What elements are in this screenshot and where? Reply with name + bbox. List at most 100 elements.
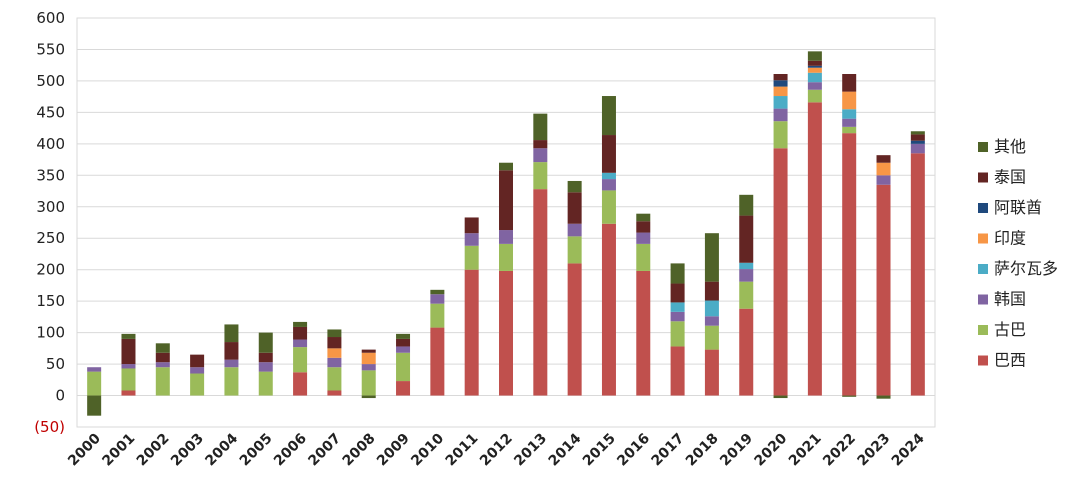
bar-segment bbox=[533, 189, 548, 396]
bar-segment bbox=[739, 262, 754, 270]
x-tick-label: 2011 bbox=[443, 431, 482, 470]
y-axis: (50) 0 50 100 150 200 250 300 350 400 450 500 550 600 bbox=[34, 9, 65, 436]
bar-segment bbox=[807, 51, 822, 61]
bar-segment bbox=[773, 96, 788, 109]
y-tick-label: (50) bbox=[34, 418, 65, 436]
bar-segment bbox=[293, 347, 308, 373]
legend-label: 阿联酋 bbox=[994, 198, 1042, 217]
bar-segment bbox=[396, 346, 411, 353]
bar-segment bbox=[327, 357, 342, 368]
bar-segment bbox=[464, 269, 479, 396]
bar-segment bbox=[155, 367, 170, 396]
bar-segment bbox=[396, 333, 411, 339]
bar-segment bbox=[910, 140, 925, 144]
legend-item: 泰国 bbox=[978, 168, 1026, 187]
bar-segment bbox=[327, 367, 342, 391]
legend-label: 韩国 bbox=[994, 290, 1026, 309]
y-tick-label: 550 bbox=[36, 40, 65, 58]
bar-segment bbox=[739, 308, 754, 396]
legend-swatch bbox=[978, 142, 988, 152]
x-tick-label: 2024 bbox=[889, 430, 928, 469]
x-tick-label: 2004 bbox=[202, 430, 241, 469]
x-tick-label: 2005 bbox=[237, 431, 276, 470]
x-tick-label: 2007 bbox=[305, 431, 344, 470]
bar-segment bbox=[224, 367, 239, 396]
x-tick-label: 2000 bbox=[65, 430, 104, 469]
bar-segment bbox=[361, 364, 376, 371]
bar-segment bbox=[704, 325, 719, 350]
legend-item: 萨尔瓦多 bbox=[978, 259, 1058, 278]
bar-segment bbox=[567, 223, 582, 237]
x-axis: 2000200120022003200420052006200720082009… bbox=[65, 430, 928, 469]
x-tick-label: 2019 bbox=[717, 431, 756, 470]
x-tick-label: 2001 bbox=[99, 431, 138, 470]
bar-segment bbox=[567, 180, 582, 193]
bar-segment bbox=[499, 162, 513, 171]
x-tick-label: 2015 bbox=[580, 431, 619, 470]
bar-segment bbox=[396, 338, 411, 347]
x-tick-label: 2002 bbox=[134, 431, 173, 470]
bar-segment bbox=[190, 367, 205, 374]
bar-segment bbox=[258, 371, 273, 396]
bar-segment bbox=[121, 364, 136, 369]
bar-segment bbox=[842, 395, 857, 397]
bar-segment bbox=[499, 230, 513, 244]
bar-segment bbox=[601, 223, 616, 396]
bar-segment bbox=[704, 349, 719, 396]
bar-segment bbox=[430, 294, 445, 304]
bar-segment bbox=[224, 342, 239, 360]
x-tick-label: 2009 bbox=[374, 431, 413, 470]
bar-segment bbox=[121, 390, 136, 396]
legend-item: 阿联酋 bbox=[978, 198, 1042, 217]
bar-segment bbox=[499, 243, 513, 271]
plot-area-frame bbox=[76, 17, 936, 428]
y-tick-label: 0 bbox=[55, 387, 65, 405]
bar-segment bbox=[327, 337, 342, 349]
bar-segment bbox=[876, 395, 891, 399]
bar-segment bbox=[704, 233, 719, 282]
bar-segment bbox=[190, 354, 205, 368]
y-tick-label: 200 bbox=[36, 261, 65, 279]
bar-segment bbox=[807, 65, 822, 68]
x-tick-label: 2003 bbox=[168, 431, 207, 470]
bar-segment bbox=[121, 338, 136, 365]
bar-segment bbox=[842, 74, 857, 92]
legend-label: 其他 bbox=[994, 137, 1026, 156]
legend-item: 其他 bbox=[978, 137, 1026, 156]
bar-segment bbox=[155, 362, 170, 368]
bar-segment bbox=[361, 395, 376, 399]
bar-segment bbox=[636, 213, 651, 222]
bar-segment bbox=[670, 302, 685, 312]
bar-segment bbox=[807, 60, 822, 66]
bar-segment bbox=[293, 372, 308, 396]
bar-segment bbox=[464, 233, 479, 246]
legend-item: 古巴 bbox=[978, 320, 1026, 339]
bar-segment bbox=[361, 370, 376, 396]
bar-segment bbox=[430, 289, 445, 295]
bar-segment bbox=[876, 162, 891, 176]
y-tick-label: 400 bbox=[36, 135, 65, 153]
bar-segment bbox=[670, 321, 685, 347]
bar-segment bbox=[636, 221, 651, 233]
legend-label: 古巴 bbox=[994, 320, 1026, 339]
x-tick-label: 2010 bbox=[408, 430, 447, 469]
bar-segment bbox=[533, 162, 548, 190]
y-tick-label: 350 bbox=[36, 166, 65, 184]
bar-segment bbox=[636, 232, 651, 244]
bar-segment bbox=[601, 179, 616, 191]
y-tick-label: 500 bbox=[36, 72, 65, 90]
bar-segment bbox=[533, 148, 548, 163]
bar-segment bbox=[224, 324, 239, 343]
bar-segment bbox=[807, 82, 822, 90]
legend-item: 巴西 bbox=[978, 351, 1026, 370]
bar-segment bbox=[121, 368, 136, 391]
bar-segment bbox=[121, 333, 136, 339]
bar-segment bbox=[739, 269, 754, 282]
legend-swatch bbox=[978, 264, 988, 274]
bar-segment bbox=[430, 303, 445, 328]
legend-swatch bbox=[978, 203, 988, 213]
bar-segment bbox=[739, 194, 754, 216]
legend-item: 印度 bbox=[978, 229, 1026, 248]
x-tick-label: 2023 bbox=[854, 431, 893, 470]
bar-segment bbox=[842, 91, 857, 110]
